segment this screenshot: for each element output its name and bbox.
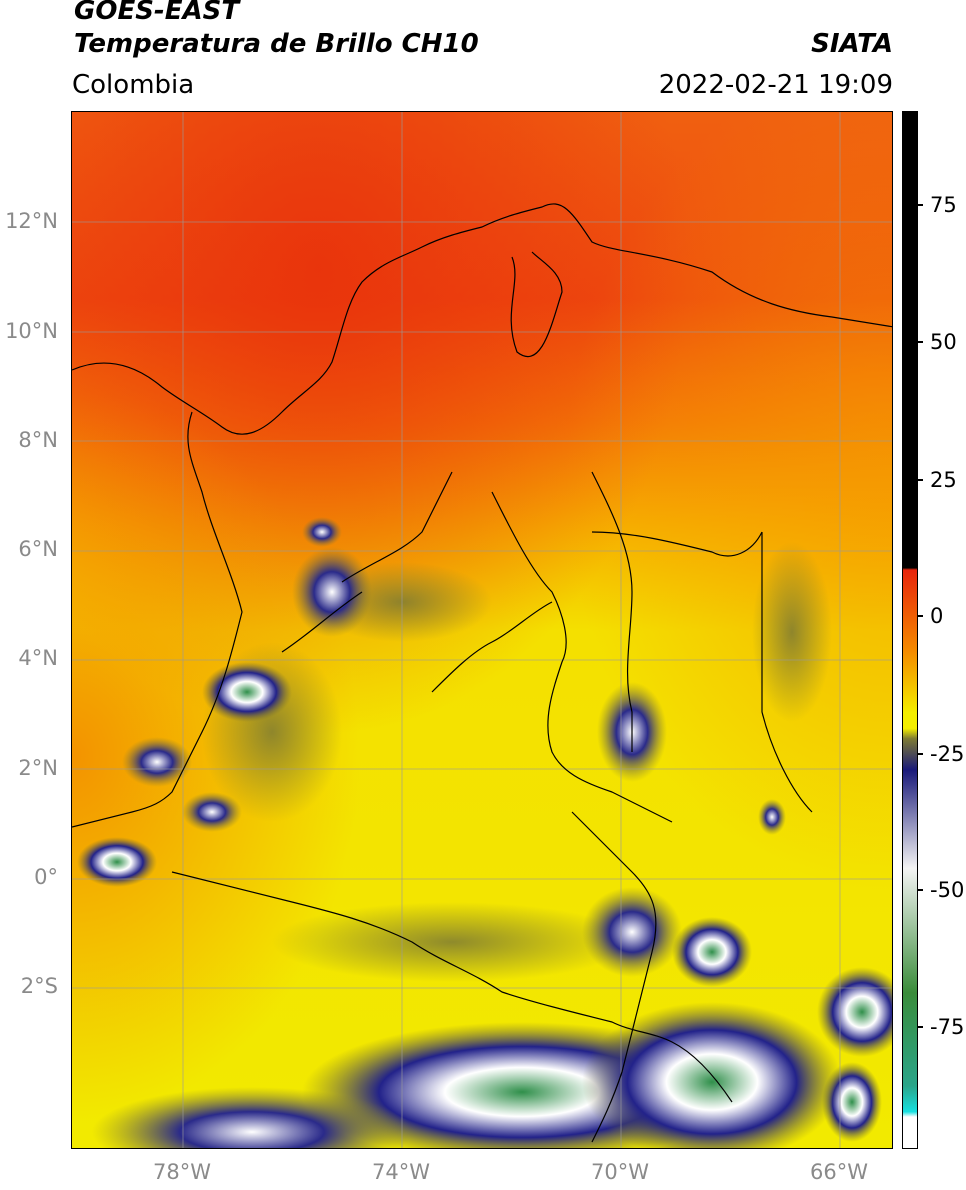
satellite-title: GOES-EAST <box>74 0 240 26</box>
gridlines <box>72 112 892 1148</box>
colorbar <box>902 111 918 1149</box>
lat-label-2s: 2°S <box>20 974 58 998</box>
lat-label-12n: 12°N <box>5 209 58 233</box>
colorbar-label-75: 75 <box>930 193 957 217</box>
lon-label-78w: 78°W <box>153 1160 211 1184</box>
colorbar-label-neg25: -25 <box>930 742 965 766</box>
colorbar-label-neg50: -50 <box>930 878 965 902</box>
colorbar-tick-50 <box>917 341 923 343</box>
lat-label-10n: 10°N <box>5 319 58 343</box>
lon-label-66w: 66°W <box>810 1160 868 1184</box>
map-panel <box>71 111 893 1149</box>
lon-label-70w: 70°W <box>591 1160 649 1184</box>
datetime-label: 2022-02-21 19:09 <box>658 70 893 100</box>
region-label: Colombia <box>72 70 195 100</box>
lat-label-4n: 4°N <box>18 646 58 670</box>
lat-label-6n: 6°N <box>18 537 58 561</box>
colorbar-tick-neg75 <box>917 1026 923 1028</box>
colorbar-label-50: 50 <box>930 330 957 354</box>
colorbar-tick-neg50 <box>917 889 923 891</box>
colorbar-tick-neg25 <box>917 753 923 755</box>
source-label: SIATA <box>811 29 893 59</box>
colorbar-tick-25 <box>917 479 923 481</box>
colorbar-label-neg75: -75 <box>930 1015 965 1039</box>
product-title: Temperatura de Brillo CH10 <box>74 29 479 59</box>
lat-label-8n: 8°N <box>18 428 58 452</box>
lon-label-74w: 74°W <box>372 1160 430 1184</box>
colorbar-tick-75 <box>917 204 923 206</box>
colorbar-label-0: 0 <box>930 604 944 628</box>
borders <box>72 203 892 1143</box>
brightness-temperature-map <box>72 112 892 1148</box>
lat-label-2n: 2°N <box>18 756 58 780</box>
lat-label-0: 0° <box>34 865 58 889</box>
colorbar-label-25: 25 <box>930 468 957 492</box>
colorbar-tick-0 <box>917 615 923 617</box>
